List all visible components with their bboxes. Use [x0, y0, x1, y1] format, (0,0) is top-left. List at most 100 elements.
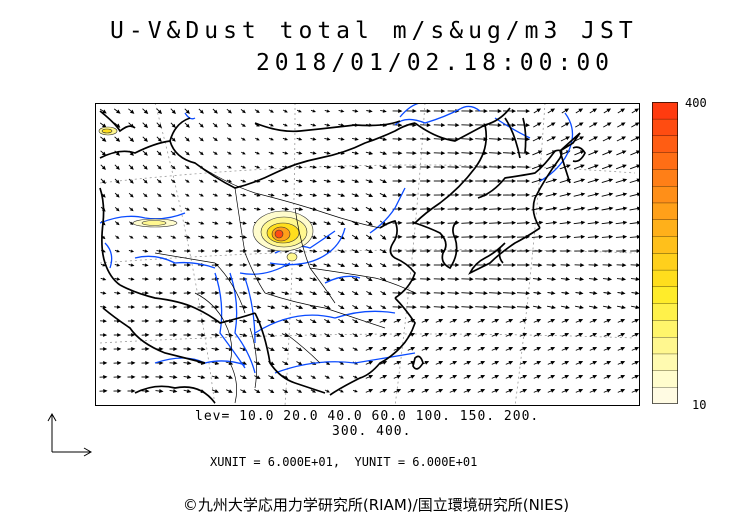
wind-arrow-head — [412, 262, 417, 268]
wind-arrow-head — [566, 206, 572, 211]
wind-arrow-head — [298, 305, 304, 309]
colorbar-cell — [652, 336, 678, 355]
wind-arrow-head — [130, 235, 134, 239]
wind-arrow-head — [312, 193, 318, 198]
wind-arrow-head — [173, 290, 178, 295]
wind-arrow-head — [622, 234, 628, 239]
wind-arrow-head — [537, 277, 543, 282]
wind-arrow-head — [426, 220, 431, 225]
wind-arrow-head — [525, 108, 531, 114]
wind-arrow-head — [354, 207, 360, 211]
wind-arrow-head — [368, 277, 373, 282]
wind-arrow-head — [242, 137, 246, 141]
wind-arrow-head — [552, 178, 558, 183]
wind-arrow-head — [143, 207, 148, 212]
wind-arrow-head — [354, 291, 359, 296]
wind-arrow-head — [622, 192, 628, 197]
wind-arrow-head — [157, 123, 162, 129]
wind-arrow-head — [606, 108, 612, 113]
wind-arrow-head — [131, 347, 136, 352]
wind-arrow-head — [565, 277, 571, 282]
wind-arrow-head — [298, 375, 303, 379]
wind-arrow-head — [424, 333, 430, 337]
wind-arrow-head — [131, 319, 136, 323]
wind-arrow-head — [564, 375, 570, 379]
wind-arrow-head — [173, 360, 178, 365]
wind-arrow-head — [455, 234, 460, 239]
wind-arrow-head — [173, 305, 178, 310]
wind-arrow-head — [284, 207, 290, 211]
wind-arrow-head — [511, 108, 517, 114]
wind-arrow-head — [214, 193, 219, 197]
wind-arrow-head — [608, 178, 614, 183]
wind-arrow-head — [497, 262, 502, 268]
wind-arrow-head — [116, 277, 121, 281]
wind-arrow-head — [185, 109, 190, 114]
wind-arrow-head — [214, 235, 219, 239]
wind-arrow-head — [538, 192, 544, 197]
wind-arrow-head — [354, 389, 358, 393]
wind-arrow-head — [497, 151, 502, 156]
wind-arrow-head — [340, 109, 345, 113]
wind-arrow-head — [298, 333, 303, 337]
wind-arrow-head — [185, 151, 190, 156]
wind-arrow-head — [536, 319, 542, 323]
wind-arrow-head — [634, 319, 640, 323]
wind-arrow-head — [398, 193, 403, 198]
wind-arrow-head — [131, 388, 136, 394]
wind-arrow-head — [158, 207, 162, 211]
wind-arrow-head — [129, 109, 135, 114]
wind-arrow-head — [452, 375, 458, 379]
wind-arrow-head — [594, 263, 599, 268]
wind-arrow-head — [242, 389, 247, 393]
wind-arrow-head — [159, 291, 164, 295]
wind-arrow-head — [564, 333, 570, 337]
wind-arrow-head — [368, 291, 373, 296]
wind-arrow-head — [606, 361, 612, 365]
wind-arrow-head — [606, 347, 612, 351]
wind-arrow-head — [271, 248, 276, 254]
wind-arrow-head — [566, 192, 572, 197]
wind-arrow-head — [200, 235, 205, 239]
wind-arrow-head — [497, 123, 502, 128]
wind-arrow-head — [552, 249, 557, 254]
wind-arrow-head — [102, 263, 106, 267]
colorbar-cell — [652, 168, 678, 187]
wind-arrow-head — [438, 361, 444, 365]
wind-arrow-head — [455, 206, 460, 211]
wind-arrow-head — [606, 319, 612, 323]
wind-arrow-head — [298, 193, 304, 197]
wind-arrow-head — [131, 332, 136, 337]
wind-vector-field — [99, 108, 640, 394]
wind-arrow-head — [228, 375, 233, 379]
wind-arrow-head — [242, 235, 248, 239]
wind-arrow-head — [229, 262, 234, 268]
wind-arrow-head — [440, 305, 446, 310]
wind-arrow-head — [441, 277, 446, 282]
vector-units: XUNIT = 6.000E+01, YUNIT = 6.000E+01 — [210, 455, 478, 469]
wind-arrow-head — [469, 291, 474, 296]
wind-arrow-head — [368, 389, 374, 393]
wind-arrow-head — [159, 347, 164, 352]
wind-arrow-head — [298, 207, 304, 212]
colorbar-cell — [652, 102, 678, 120]
wind-arrow-head — [116, 291, 121, 295]
wind-arrow-head — [635, 136, 640, 141]
wind-arrow-head — [382, 347, 388, 351]
wind-arrow-head — [522, 333, 528, 337]
wind-arrow-head — [525, 305, 531, 310]
wind-arrow-head — [426, 248, 431, 254]
wind-arrow-head — [398, 220, 403, 225]
wind-arrow-head — [455, 151, 460, 156]
wind-arrow-head — [257, 305, 262, 310]
wind-arrow-head — [256, 123, 260, 127]
wind-arrow-head — [368, 165, 374, 169]
wind-arrow-head — [368, 319, 374, 323]
wind-arrow-head — [270, 151, 275, 155]
wind-arrow-head — [469, 165, 474, 170]
wind-arrow-head — [185, 137, 190, 142]
wind-arrow-head — [227, 109, 232, 114]
wind-arrow-head — [187, 318, 192, 324]
wind-arrow-head — [185, 123, 190, 128]
wind-arrow-head — [201, 249, 205, 253]
